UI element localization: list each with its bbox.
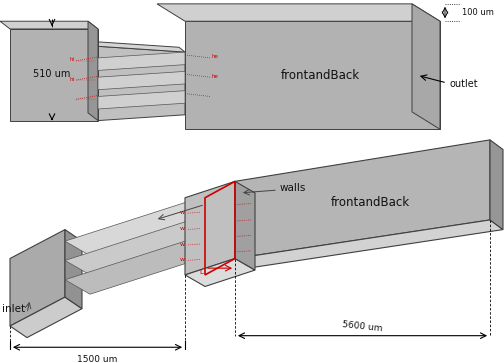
- Polygon shape: [185, 182, 235, 275]
- Polygon shape: [98, 91, 185, 109]
- Text: 1500 um: 1500 um: [77, 355, 118, 363]
- Text: hi: hi: [70, 77, 75, 82]
- Text: 100 um: 100 um: [462, 8, 494, 17]
- Polygon shape: [98, 52, 185, 70]
- Polygon shape: [185, 21, 440, 129]
- Text: 510 um: 510 um: [33, 69, 71, 79]
- Text: frontandBack: frontandBack: [280, 69, 359, 82]
- Polygon shape: [10, 297, 82, 338]
- Text: inlet: inlet: [2, 304, 25, 314]
- Polygon shape: [92, 41, 185, 52]
- Polygon shape: [65, 203, 210, 256]
- Polygon shape: [235, 220, 503, 268]
- Polygon shape: [10, 229, 65, 326]
- Text: w: w: [180, 210, 185, 215]
- Text: hi: hi: [70, 57, 75, 62]
- Polygon shape: [235, 140, 490, 258]
- Polygon shape: [0, 21, 98, 29]
- Polygon shape: [490, 140, 503, 229]
- Text: frontandBack: frontandBack: [331, 196, 410, 209]
- Polygon shape: [88, 21, 98, 121]
- Polygon shape: [65, 241, 210, 294]
- Text: he: he: [211, 54, 218, 60]
- Polygon shape: [157, 4, 440, 21]
- Text: w: w: [180, 226, 185, 231]
- Text: outlet: outlet: [449, 79, 478, 89]
- Text: walls: walls: [280, 183, 306, 193]
- Polygon shape: [10, 29, 98, 121]
- Text: w: w: [180, 257, 185, 262]
- Polygon shape: [185, 258, 255, 286]
- Polygon shape: [65, 229, 82, 309]
- Polygon shape: [412, 4, 440, 129]
- Polygon shape: [98, 72, 185, 90]
- Text: L: L: [199, 269, 203, 275]
- Text: w: w: [180, 241, 185, 246]
- Polygon shape: [65, 222, 210, 275]
- Polygon shape: [235, 182, 255, 270]
- Polygon shape: [98, 46, 185, 121]
- Text: he: he: [211, 74, 218, 79]
- Text: 5600 um: 5600 um: [342, 319, 383, 333]
